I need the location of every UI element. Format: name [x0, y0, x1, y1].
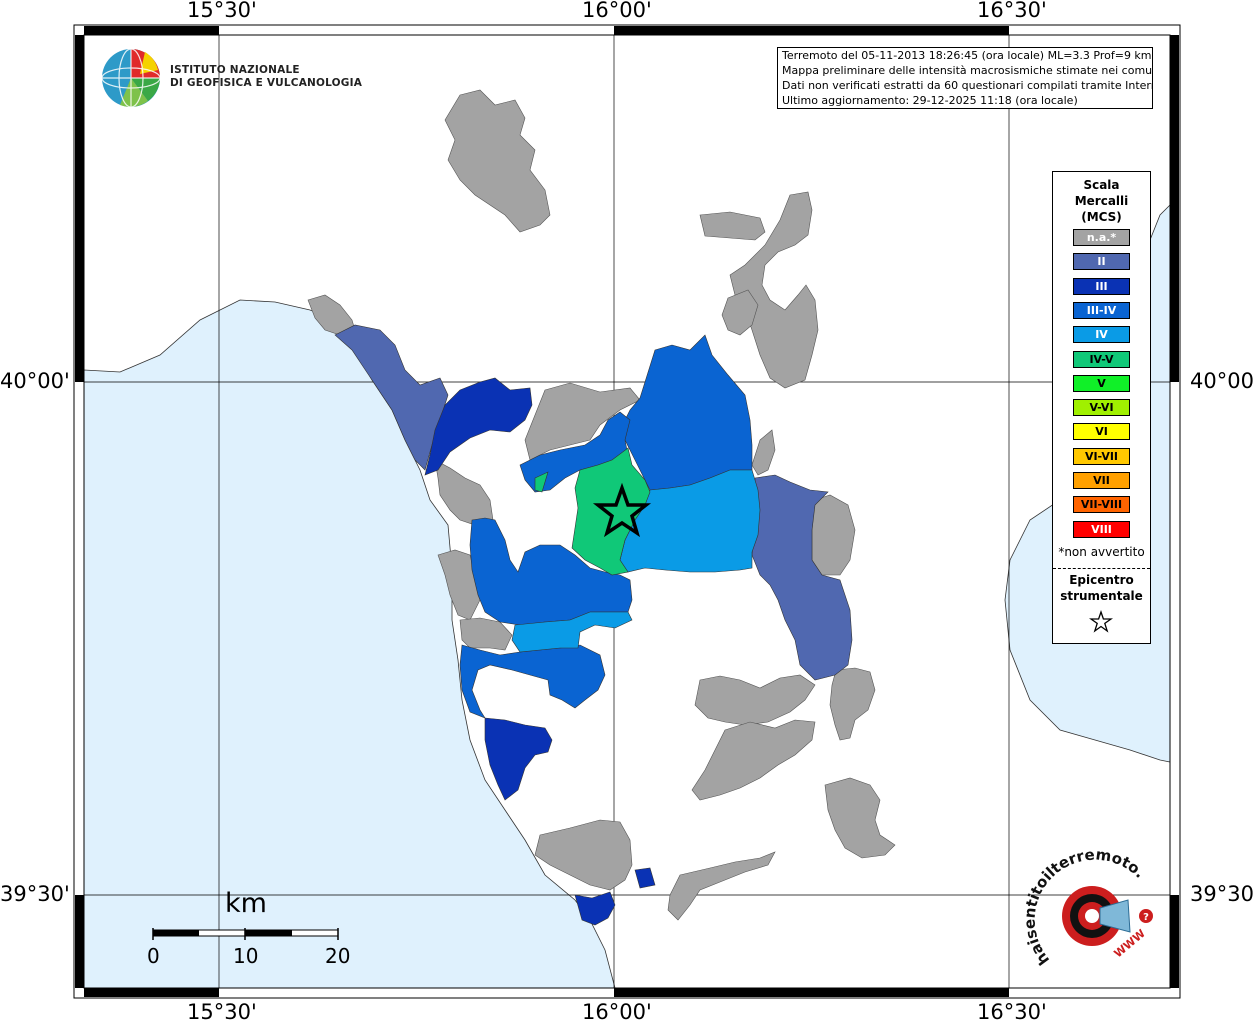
municipalities-intensity-III [424, 377, 656, 926]
scale-label-10: 10 [233, 944, 259, 968]
legend-title-3: (MCS) [1081, 210, 1122, 224]
municipalities-intensity-II [334, 324, 853, 681]
legend-item: III [1073, 277, 1130, 295]
map-frame [73, 24, 1181, 999]
lon-label-bottom-1: 15°30' [187, 1000, 257, 1024]
lat-label-right-1: 40°00' [1190, 369, 1254, 393]
info-line-3: Dati non verificati estratti da 60 quest… [782, 79, 1153, 92]
municipality-intensity-IV-V-small [534, 471, 549, 493]
legend-divider [1053, 568, 1150, 569]
municipalities-intensity-III-IV [459, 334, 753, 719]
legend-item: V-VI [1073, 399, 1130, 417]
lon-label-bottom-2: 16°00' [582, 1000, 652, 1024]
legend-epicenter-line-1: Epicentro [1069, 573, 1134, 587]
lon-label-top-1: 15°30' [187, 0, 257, 22]
legend-item: VIII [1073, 520, 1130, 538]
star-outline-icon [1089, 610, 1113, 633]
scale-bar [152, 928, 339, 940]
lat-label-left-1: 40°00' [0, 369, 70, 393]
legend-item: VII [1073, 472, 1130, 489]
earthquake-info-box: Terremoto del 05-11-2013 18:26:45 (ora l… [777, 47, 1153, 109]
lon-label-top-2: 16°00' [582, 0, 652, 22]
scale-label-20: 20 [325, 944, 351, 968]
intensity-legend: Scala Mercalli (MCS) n.a.* II III III-IV IV I… [1052, 171, 1151, 644]
info-line-2: Mappa preliminare delle intensità macros… [782, 64, 1153, 77]
lat-label-left-2: 39°30' [0, 882, 70, 906]
legend-item: VI [1073, 423, 1130, 441]
info-line-1: Terremoto del 05-11-2013 18:26:45 (ora l… [782, 49, 1152, 62]
legend-title: Scala Mercalli (MCS) [1053, 177, 1150, 225]
lon-label-bottom-3: 16°30' [977, 1000, 1047, 1024]
legend-item: IV-V [1073, 350, 1130, 368]
legend-item: IV [1073, 326, 1130, 344]
legend-item: III-IV [1073, 301, 1130, 319]
ingv-logo-text: ISTITUTO NAZIONALE DI GEOFISICA E VULCAN… [170, 64, 362, 90]
lat-label-right-2: 39°30' [1190, 882, 1254, 906]
scale-bar-title: km [225, 888, 267, 919]
info-line-4: Ultimo aggiornamento: 29-12-2025 11:18 (… [782, 94, 1078, 107]
legend-item: II [1073, 253, 1130, 271]
legend-epicenter-label: Epicentro strumentale [1053, 572, 1150, 604]
scale-label-0: 0 [147, 944, 160, 968]
ingv-line-1: ISTITUTO NAZIONALE [170, 64, 300, 76]
svg-text:?: ? [1143, 912, 1149, 923]
municipalities-not-available [307, 89, 896, 921]
legend-item: VI-VII [1073, 447, 1130, 465]
legend-item: V [1073, 374, 1130, 392]
legend-title-2: Mercalli [1074, 194, 1129, 208]
municipality-intensity-IV-V [571, 447, 651, 576]
epicenter-star-icon [592, 482, 652, 538]
lon-label-top-3: 16°30' [977, 0, 1047, 22]
legend-epicenter-line-2: strumentale [1060, 589, 1143, 603]
ingv-logo-icon [101, 48, 161, 108]
legend-item: n.a.* [1073, 229, 1130, 246]
legend-note: *non avvertito [1058, 545, 1145, 559]
legend-item: VII-VIII [1073, 496, 1130, 514]
legend-title-1: Scala [1083, 178, 1120, 192]
ingv-line-2: DI GEOFISICA E VULCANOLOGIA [170, 77, 363, 89]
